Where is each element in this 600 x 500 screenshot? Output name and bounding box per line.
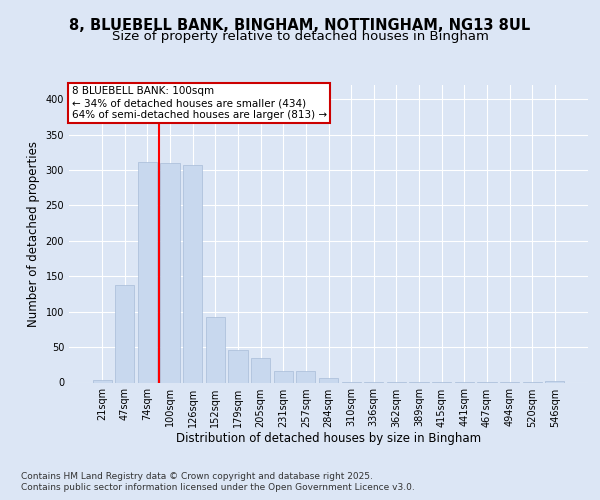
Text: 8, BLUEBELL BANK, BINGHAM, NOTTINGHAM, NG13 8UL: 8, BLUEBELL BANK, BINGHAM, NOTTINGHAM, N…	[70, 18, 530, 32]
Bar	[319, 378, 338, 382]
Bar	[296, 371, 316, 382]
Bar	[160, 163, 180, 382]
Bar	[92, 380, 112, 382]
Bar	[229, 350, 248, 382]
Bar	[274, 371, 293, 382]
Text: 8 BLUEBELL BANK: 100sqm
← 34% of detached houses are smaller (434)
64% of semi-d: 8 BLUEBELL BANK: 100sqm ← 34% of detache…	[71, 86, 327, 120]
X-axis label: Distribution of detached houses by size in Bingham: Distribution of detached houses by size …	[176, 432, 481, 446]
Bar	[251, 358, 270, 382]
Bar	[115, 286, 134, 382]
Bar	[545, 381, 565, 382]
Bar	[183, 165, 202, 382]
Text: Contains public sector information licensed under the Open Government Licence v3: Contains public sector information licen…	[21, 483, 415, 492]
Y-axis label: Number of detached properties: Number of detached properties	[27, 141, 40, 327]
Bar	[138, 162, 157, 382]
Text: Contains HM Land Registry data © Crown copyright and database right 2025.: Contains HM Land Registry data © Crown c…	[21, 472, 373, 481]
Text: Size of property relative to detached houses in Bingham: Size of property relative to detached ho…	[112, 30, 488, 43]
Bar	[206, 318, 225, 382]
